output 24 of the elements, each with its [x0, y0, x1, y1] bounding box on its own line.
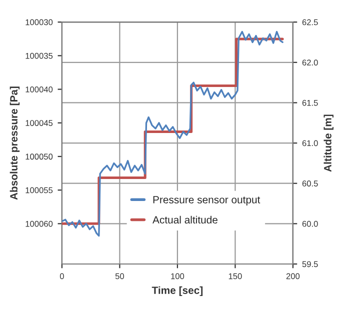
y2-axis-title: Altitude [m]	[324, 114, 334, 172]
y-tick-label: 100035	[26, 52, 53, 59]
x-axis-title: Time [sec]	[152, 286, 203, 296]
x-tick-label: 50	[115, 273, 124, 280]
legend-label: Pressure sensor output	[153, 196, 260, 206]
y-tick-label: 100055	[26, 187, 53, 194]
x-tick-label: 100	[171, 273, 184, 280]
y2-tick-label: 61.0	[302, 140, 318, 146]
y-axis-title: Absolute pressure [Pa]	[10, 86, 20, 200]
y2-tick-label: 60.5	[302, 180, 318, 186]
y2-tick-label: 62.5	[302, 19, 318, 26]
legend-label: Actual altitude	[152, 216, 218, 224]
y-tick-label: 100050	[26, 154, 53, 160]
x-tick-label: 150	[228, 273, 242, 280]
x-tick-label: 0	[60, 273, 64, 280]
y-tick-label: 100045	[26, 120, 53, 126]
y2-tick-label: 62.0	[302, 60, 318, 66]
y-tick-label: 100040	[26, 86, 53, 92]
y-tick-label: 100060	[26, 220, 53, 227]
y2-tick-label: 59.5	[302, 261, 318, 268]
y-tick-label: 100030	[26, 19, 53, 26]
y2-tick-label: 60.0	[302, 220, 318, 227]
y2-tick-label: 61.5	[302, 100, 318, 106]
x-tick-label: 200	[286, 273, 300, 280]
